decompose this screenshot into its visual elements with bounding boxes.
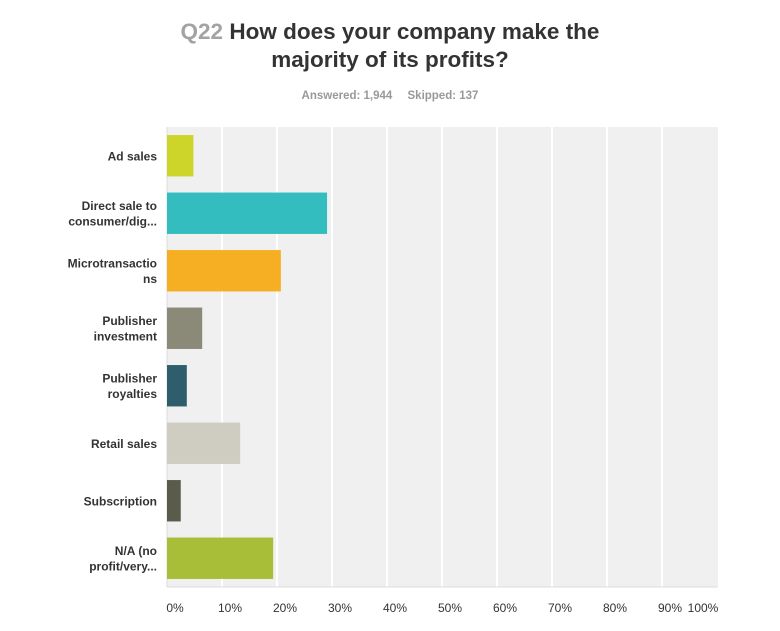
bar bbox=[167, 480, 181, 522]
x-tick-label: 30% bbox=[328, 601, 352, 615]
x-tick-label: 60% bbox=[493, 601, 517, 615]
category-label: investment bbox=[94, 330, 157, 344]
x-tick-label: 50% bbox=[438, 601, 462, 615]
category-label: royalties bbox=[108, 387, 158, 401]
category-label: consumer/dig... bbox=[68, 215, 157, 229]
category-label: profit/very... bbox=[89, 560, 157, 574]
x-tick-label: 10% bbox=[218, 601, 242, 615]
x-tick-label: 70% bbox=[548, 601, 572, 615]
category-label: Direct sale to bbox=[82, 199, 157, 213]
category-label: Publisher bbox=[102, 372, 157, 386]
answered-count: Answered: 1,944 bbox=[301, 90, 393, 102]
x-tick-label: 80% bbox=[603, 601, 627, 615]
category-label: ns bbox=[143, 272, 157, 286]
category-label: Subscription bbox=[84, 494, 157, 508]
x-tick-label: 90% bbox=[658, 601, 682, 615]
category-label: N/A (no bbox=[115, 544, 157, 558]
category-label: Retail sales bbox=[91, 437, 157, 451]
bar bbox=[167, 307, 203, 349]
x-tick-label: 0% bbox=[166, 601, 184, 615]
title-line-2: majority of its profits? bbox=[271, 47, 509, 72]
skipped-count: Skipped: 137 bbox=[407, 90, 479, 102]
x-tick-label: 20% bbox=[273, 601, 297, 615]
x-tick-label: 40% bbox=[383, 601, 407, 615]
bar bbox=[167, 537, 274, 579]
x-tick-label: 100% bbox=[688, 601, 719, 615]
response-stats: Answered: 1,944 Skipped: 137 bbox=[0, 90, 780, 102]
category-label: Microtransactio bbox=[68, 257, 157, 271]
bar bbox=[167, 250, 281, 292]
category-label: Publisher bbox=[102, 314, 157, 328]
bar bbox=[167, 192, 328, 234]
title-line-1: How does your company make the bbox=[229, 19, 600, 44]
bar bbox=[167, 365, 187, 407]
question-number: Q22 bbox=[180, 19, 224, 44]
chart-title: Q22 How does your company make the major… bbox=[0, 18, 780, 74]
bar bbox=[167, 135, 194, 177]
category-label: Ad sales bbox=[108, 149, 158, 163]
bar bbox=[167, 422, 241, 464]
